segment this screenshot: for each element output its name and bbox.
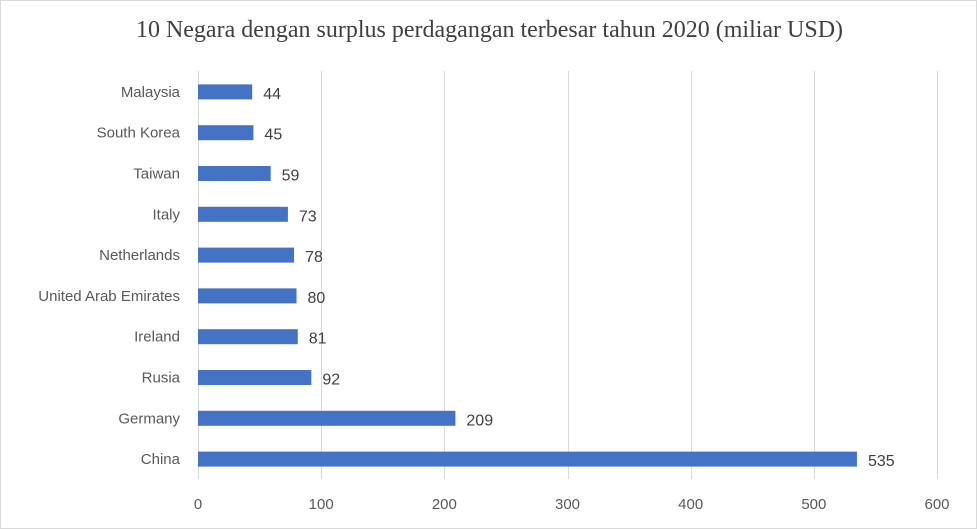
bar-malaysia bbox=[198, 84, 253, 100]
category-label: Italy bbox=[152, 206, 180, 223]
category-label: United Arab Emirates bbox=[38, 288, 180, 305]
bar-ireland bbox=[198, 329, 298, 345]
data-labels: 44 45 59 73 78 80 81 92 209 535 bbox=[263, 86, 895, 470]
category-label: Netherlands bbox=[99, 247, 180, 264]
data-label: 78 bbox=[305, 249, 323, 266]
bar-united-arab-emirates bbox=[198, 288, 297, 304]
x-axis-ticks: 0 100 200 300 400 500 600 bbox=[194, 496, 950, 513]
data-label: 45 bbox=[264, 127, 282, 144]
chart-title: 10 Negara dengan surplus perdagangan ter… bbox=[135, 17, 844, 43]
category-label: Malaysia bbox=[121, 84, 181, 101]
x-tick-label: 500 bbox=[801, 496, 826, 513]
category-label: China bbox=[141, 451, 181, 468]
x-tick-label: 600 bbox=[924, 496, 949, 513]
x-tick-label: 100 bbox=[309, 496, 334, 513]
category-label: Taiwan bbox=[133, 166, 180, 183]
x-tick-label: 400 bbox=[678, 496, 703, 513]
bar-germany bbox=[198, 410, 456, 426]
bars bbox=[198, 84, 857, 467]
x-tick-label: 0 bbox=[194, 496, 202, 513]
x-tick-label: 200 bbox=[432, 496, 457, 513]
data-label: 44 bbox=[263, 86, 281, 103]
bar-netherlands bbox=[198, 247, 295, 263]
category-labels: Malaysia South Korea Taiwan Italy Netherland… bbox=[38, 84, 180, 468]
x-tick-label: 300 bbox=[555, 496, 580, 513]
bar-rusia bbox=[198, 370, 312, 385]
bar-italy bbox=[198, 206, 288, 222]
category-label: Ireland bbox=[134, 329, 180, 346]
bar-south-korea bbox=[198, 125, 254, 141]
category-label: South Korea bbox=[97, 125, 181, 142]
data-label: 80 bbox=[308, 290, 326, 307]
category-label: Rusia bbox=[142, 370, 181, 387]
data-label: 73 bbox=[299, 208, 317, 225]
data-label: 209 bbox=[466, 412, 493, 429]
data-label: 535 bbox=[868, 453, 895, 470]
bar-china bbox=[198, 451, 857, 467]
bar-taiwan bbox=[198, 166, 271, 181]
category-label: Germany bbox=[118, 410, 180, 427]
data-label: 81 bbox=[309, 331, 327, 348]
data-label: 92 bbox=[322, 372, 340, 389]
data-label: 59 bbox=[282, 168, 300, 185]
